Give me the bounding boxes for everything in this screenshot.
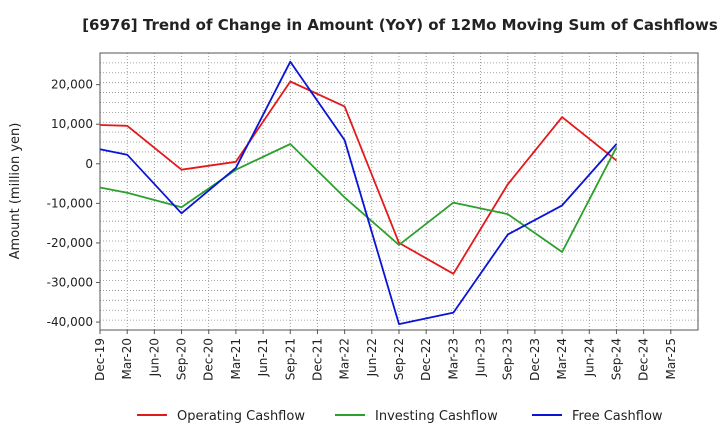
- x-tick-label: Sep-23: [501, 338, 515, 380]
- y-axis-ticks: 20,000 10,000 0 -10,000 -20,000 -30,000 -40,00…: [47, 78, 100, 329]
- y-axis-label: Amount (million yen): [8, 123, 23, 260]
- series-line-free-cashflow: [99, 60, 618, 326]
- x-tick-label: Mar-25: [664, 338, 678, 379]
- x-tick-label: Jun-21: [256, 338, 270, 377]
- x-tick-label: Mar-20: [120, 338, 134, 379]
- legend-label-operating-cashflow: Operating Cashflow: [177, 409, 305, 424]
- y-tick-label: 20,000: [51, 78, 93, 92]
- x-tick-label: Jun-22: [365, 338, 379, 377]
- y-tick-label: -40,000: [47, 315, 93, 329]
- x-tick-label: Dec-22: [419, 338, 433, 381]
- x-tick-label: Mar-21: [229, 338, 243, 379]
- x-tick-label: Dec-23: [528, 338, 542, 381]
- y-tick-label: -30,000: [47, 276, 93, 290]
- y-tick-label: 0: [85, 157, 93, 171]
- x-tick-label: Sep-21: [283, 338, 297, 380]
- x-tick-label: Dec-24: [637, 338, 651, 381]
- x-tick-label: Jun-23: [474, 338, 488, 377]
- x-tick-label: Dec-20: [202, 338, 216, 381]
- x-tick-label: Sep-22: [392, 338, 406, 380]
- x-tick-label: Jun-24: [582, 338, 596, 377]
- legend: Operating Cashflow Investing Cashflow Free…: [137, 409, 663, 424]
- series-line-operating-cashflow: [99, 80, 618, 275]
- x-tick-label: Mar-24: [555, 338, 569, 379]
- x-tick-label: Mar-22: [338, 338, 352, 379]
- x-tick-label: Sep-20: [175, 338, 189, 380]
- x-tick-label: Dec-21: [310, 338, 324, 381]
- series-line-investing-cashflow: [99, 143, 618, 253]
- y-tick-label: -20,000: [47, 236, 93, 250]
- chart-title: [6976] Trend of Change in Amount (YoY) o…: [82, 16, 718, 34]
- series-lines: [99, 60, 618, 326]
- y-tick-label: 10,000: [51, 117, 93, 131]
- y-tick-label: -10,000: [47, 196, 93, 210]
- legend-label-investing-cashflow: Investing Cashflow: [375, 409, 498, 424]
- x-tick-label: Jun-20: [147, 338, 161, 377]
- grid: [100, 53, 698, 330]
- x-tick-label: Dec-19: [93, 338, 107, 381]
- x-axis-ticks: Dec-19 Mar-20 Jun-20 Sep-20 Dec-20 Mar-21 Jun-…: [93, 330, 678, 381]
- x-tick-label: Sep-24: [609, 338, 623, 380]
- x-tick-label: Mar-23: [446, 338, 460, 379]
- legend-label-free-cashflow: Free Cashflow: [572, 409, 663, 424]
